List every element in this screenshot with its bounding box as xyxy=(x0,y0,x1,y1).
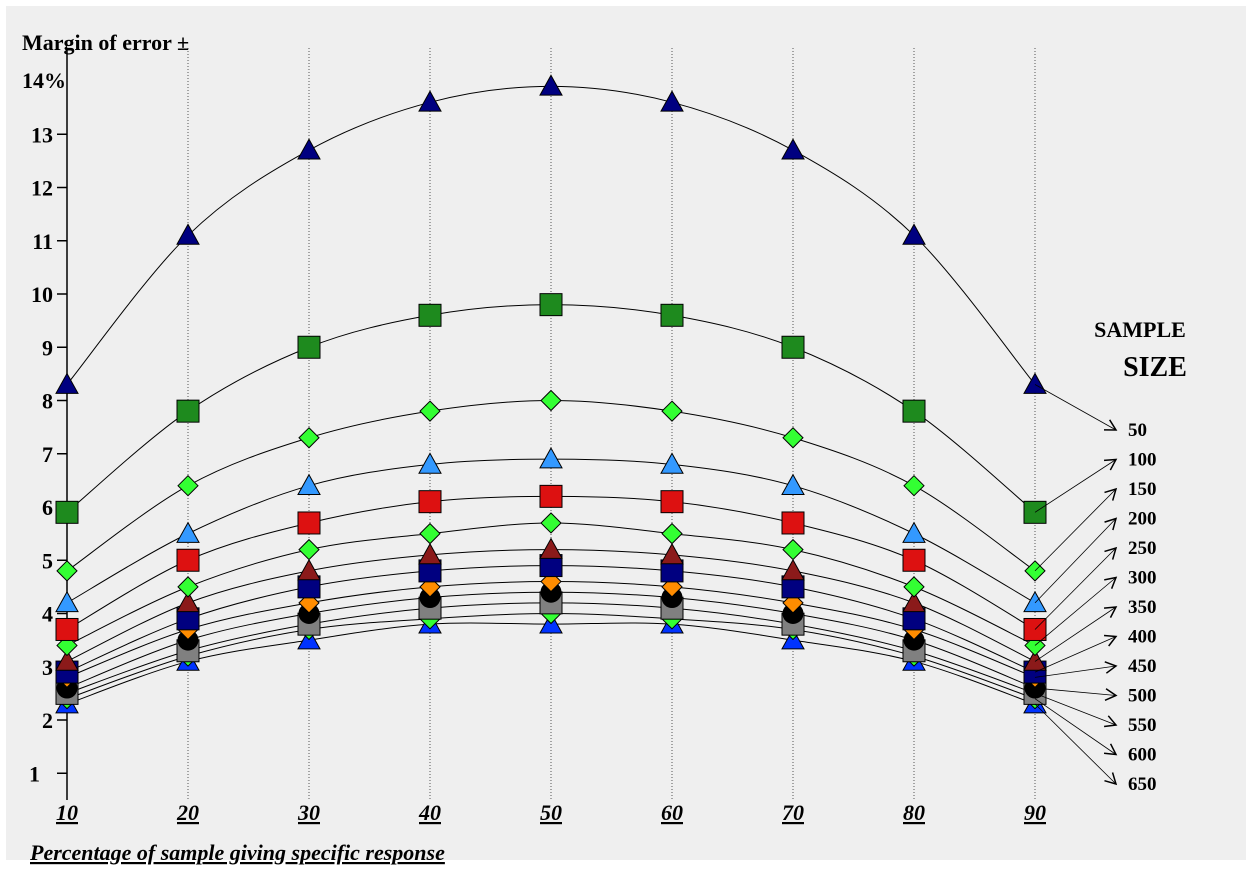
point-100-60 xyxy=(661,304,683,326)
point-100-20 xyxy=(177,400,199,422)
x-tick-label-10: 10 xyxy=(56,800,78,825)
y-tick-label-10: 10 xyxy=(31,282,53,307)
x-tick-label-50: 50 xyxy=(540,800,562,825)
legend-entry-600: 600 xyxy=(1128,745,1157,766)
x-tick-label-60: 60 xyxy=(661,800,683,825)
y-tick-label-5: 5 xyxy=(42,548,53,573)
legend-title-sample: SAMPLE xyxy=(1094,317,1186,342)
y-tick-label-2: 2 xyxy=(42,708,53,733)
point-100-30 xyxy=(298,336,320,358)
legend-title-size: SIZE xyxy=(1123,352,1187,383)
legend-entry-150: 150 xyxy=(1128,479,1157,500)
legend-entry-450: 450 xyxy=(1128,656,1157,677)
point-100-50 xyxy=(540,294,562,316)
x-tick-label-30: 30 xyxy=(297,800,320,825)
y-axis-label: Margin of error ± xyxy=(22,30,189,55)
point-250-60 xyxy=(661,491,683,513)
point-250-50 xyxy=(540,485,562,507)
y-tick-label-9: 9 xyxy=(42,335,53,360)
x-tick-label-40: 40 xyxy=(418,800,441,825)
point-250-80 xyxy=(903,549,925,571)
plot-area-background xyxy=(6,6,1246,860)
legend-entry-500: 500 xyxy=(1128,686,1157,707)
point-250-40 xyxy=(419,491,441,513)
y-tick-label-8: 8 xyxy=(42,389,53,414)
point-250-30 xyxy=(298,512,320,534)
point-250-10 xyxy=(56,618,78,640)
y-tick-label-4: 4 xyxy=(42,602,53,627)
point-100-70 xyxy=(782,336,804,358)
point-100-40 xyxy=(419,304,441,326)
point-250-20 xyxy=(177,549,199,571)
point-100-80 xyxy=(903,400,925,422)
legend-entry-550: 550 xyxy=(1128,715,1157,736)
x-axis-label: Percentage of sample giving specific res… xyxy=(29,840,445,865)
y-tick-label-12: 12 xyxy=(31,176,53,201)
y-tick-label-13: 13 xyxy=(31,122,53,147)
legend-entry-50: 50 xyxy=(1128,420,1147,441)
y-tick-label-11: 11 xyxy=(32,229,53,254)
y-axis-top-label: 14% xyxy=(22,68,66,93)
legend-entry-400: 400 xyxy=(1128,627,1157,648)
legend-entry-300: 300 xyxy=(1128,568,1157,589)
legend-entry-250: 250 xyxy=(1128,538,1157,559)
x-tick-label-80: 80 xyxy=(903,800,925,825)
x-tick-label-70: 70 xyxy=(782,800,804,825)
legend-entry-350: 350 xyxy=(1128,597,1157,618)
x-tick-label-20: 20 xyxy=(176,800,199,825)
y-tick-label-1: 1 xyxy=(29,761,40,786)
y-tick-label-7: 7 xyxy=(42,442,53,467)
point-100-10 xyxy=(56,501,78,523)
legend-entry-100: 100 xyxy=(1128,450,1157,471)
x-tick-label-90: 90 xyxy=(1024,800,1046,825)
y-tick-label-6: 6 xyxy=(42,495,53,520)
legend-entry-650: 650 xyxy=(1128,774,1157,795)
y-tick-label-3: 3 xyxy=(42,655,53,680)
legend-entry-200: 200 xyxy=(1128,509,1157,530)
point-250-70 xyxy=(782,512,804,534)
